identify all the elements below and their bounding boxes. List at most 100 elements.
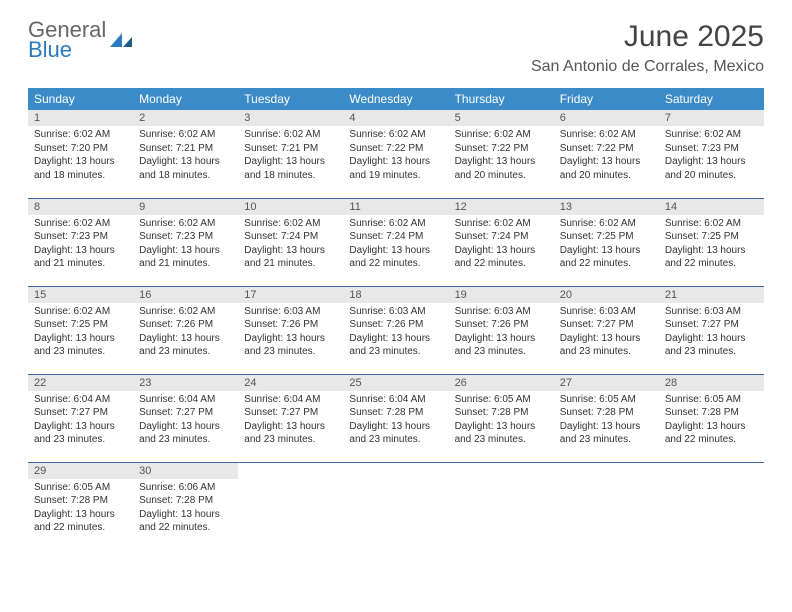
day-details: Sunrise: 6:03 AMSunset: 7:27 PMDaylight:… xyxy=(659,303,764,365)
sunset-line: Sunset: 7:28 PM xyxy=(34,494,127,508)
day-number: 7 xyxy=(659,110,764,126)
day-number: 29 xyxy=(28,463,133,479)
brand-logo: General Blue xyxy=(28,20,134,60)
day-number: 23 xyxy=(133,375,238,391)
calendar-cell: 1Sunrise: 6:02 AMSunset: 7:20 PMDaylight… xyxy=(28,110,133,198)
daylight-line: Daylight: 13 hours and 20 minutes. xyxy=(560,155,653,182)
sunrise-line: Sunrise: 6:02 AM xyxy=(455,217,548,231)
header: General Blue June 2025 San Antonio de Co… xyxy=(28,20,764,76)
sunrise-line: Sunrise: 6:05 AM xyxy=(34,481,127,495)
daylight-line: Daylight: 13 hours and 21 minutes. xyxy=(139,244,232,271)
daylight-line: Daylight: 13 hours and 23 minutes. xyxy=(244,332,337,359)
calendar-cell: 21Sunrise: 6:03 AMSunset: 7:27 PMDayligh… xyxy=(659,286,764,374)
day-details: Sunrise: 6:05 AMSunset: 7:28 PMDaylight:… xyxy=(28,479,133,541)
calendar-cell: 13Sunrise: 6:02 AMSunset: 7:25 PMDayligh… xyxy=(554,198,659,286)
sunrise-line: Sunrise: 6:06 AM xyxy=(139,481,232,495)
day-number: 9 xyxy=(133,199,238,215)
calendar-week-row: 8Sunrise: 6:02 AMSunset: 7:23 PMDaylight… xyxy=(28,198,764,286)
sunset-line: Sunset: 7:24 PM xyxy=(455,230,548,244)
day-details: Sunrise: 6:04 AMSunset: 7:27 PMDaylight:… xyxy=(238,391,343,453)
calendar-week-row: 15Sunrise: 6:02 AMSunset: 7:25 PMDayligh… xyxy=(28,286,764,374)
sunset-line: Sunset: 7:28 PM xyxy=(455,406,548,420)
calendar-cell: 18Sunrise: 6:03 AMSunset: 7:26 PMDayligh… xyxy=(343,286,448,374)
sunset-line: Sunset: 7:28 PM xyxy=(665,406,758,420)
sunrise-line: Sunrise: 6:02 AM xyxy=(349,128,442,142)
day-number: 21 xyxy=(659,287,764,303)
sunset-line: Sunset: 7:22 PM xyxy=(349,142,442,156)
daylight-line: Daylight: 13 hours and 22 minutes. xyxy=(665,244,758,271)
sunset-line: Sunset: 7:28 PM xyxy=(349,406,442,420)
calendar-week-row: 1Sunrise: 6:02 AMSunset: 7:20 PMDaylight… xyxy=(28,110,764,198)
sunrise-line: Sunrise: 6:03 AM xyxy=(560,305,653,319)
day-number: 27 xyxy=(554,375,659,391)
calendar-cell: 11Sunrise: 6:02 AMSunset: 7:24 PMDayligh… xyxy=(343,198,448,286)
calendar-cell xyxy=(449,462,554,550)
month-title: June 2025 xyxy=(531,20,764,54)
calendar-cell: 9 Sunrise: 6:02 AMSunset: 7:23 PMDaylight… xyxy=(133,198,238,286)
sunrise-line: Sunrise: 6:02 AM xyxy=(139,217,232,231)
day-details: Sunrise: 6:05 AMSunset: 7:28 PMDaylight:… xyxy=(554,391,659,453)
weekday-header: Wednesday xyxy=(343,88,448,110)
title-block: June 2025 San Antonio de Corrales, Mexic… xyxy=(531,20,764,76)
sunset-line: Sunset: 7:25 PM xyxy=(560,230,653,244)
day-details: Sunrise: 6:05 AMSunset: 7:28 PMDaylight:… xyxy=(449,391,554,453)
brand-sail-icon xyxy=(108,31,134,49)
daylight-line: Daylight: 13 hours and 21 minutes. xyxy=(34,244,127,271)
calendar-cell: 14Sunrise: 6:02 AMSunset: 7:25 PMDayligh… xyxy=(659,198,764,286)
daylight-line: Daylight: 13 hours and 22 minutes. xyxy=(665,420,758,447)
daylight-line: Daylight: 13 hours and 18 minutes. xyxy=(34,155,127,182)
weekday-header: Tuesday xyxy=(238,88,343,110)
sunrise-line: Sunrise: 6:02 AM xyxy=(34,217,127,231)
day-number: 26 xyxy=(449,375,554,391)
daylight-line: Daylight: 13 hours and 22 minutes. xyxy=(455,244,548,271)
sunrise-line: Sunrise: 6:04 AM xyxy=(244,393,337,407)
calendar-cell: 24Sunrise: 6:04 AMSunset: 7:27 PMDayligh… xyxy=(238,374,343,462)
day-number: 10 xyxy=(238,199,343,215)
sunrise-line: Sunrise: 6:02 AM xyxy=(244,217,337,231)
location-subtitle: San Antonio de Corrales, Mexico xyxy=(531,58,764,76)
calendar-cell: 5Sunrise: 6:02 AMSunset: 7:22 PMDaylight… xyxy=(449,110,554,198)
daylight-line: Daylight: 13 hours and 23 minutes. xyxy=(139,332,232,359)
weekday-header: Thursday xyxy=(449,88,554,110)
calendar-cell: 30Sunrise: 6:06 AMSunset: 7:28 PMDayligh… xyxy=(133,462,238,550)
sunset-line: Sunset: 7:22 PM xyxy=(455,142,548,156)
sunset-line: Sunset: 7:22 PM xyxy=(560,142,653,156)
day-details: Sunrise: 6:02 AMSunset: 7:24 PMDaylight:… xyxy=(238,215,343,277)
day-number: 30 xyxy=(133,463,238,479)
day-details: Sunrise: 6:05 AMSunset: 7:28 PMDaylight:… xyxy=(659,391,764,453)
sunset-line: Sunset: 7:26 PM xyxy=(349,318,442,332)
daylight-line: Daylight: 13 hours and 23 minutes. xyxy=(139,420,232,447)
sunset-line: Sunset: 7:23 PM xyxy=(139,230,232,244)
daylight-line: Daylight: 13 hours and 22 minutes. xyxy=(139,508,232,535)
sunrise-line: Sunrise: 6:02 AM xyxy=(455,128,548,142)
calendar-table: Sunday Monday Tuesday Wednesday Thursday… xyxy=(28,88,764,550)
daylight-line: Daylight: 13 hours and 23 minutes. xyxy=(34,332,127,359)
day-details: Sunrise: 6:06 AMSunset: 7:28 PMDaylight:… xyxy=(133,479,238,541)
day-details: Sunrise: 6:03 AMSunset: 7:26 PMDaylight:… xyxy=(449,303,554,365)
sunrise-line: Sunrise: 6:05 AM xyxy=(455,393,548,407)
day-number: 6 xyxy=(554,110,659,126)
daylight-line: Daylight: 13 hours and 23 minutes. xyxy=(349,420,442,447)
day-number: 19 xyxy=(449,287,554,303)
day-number: 12 xyxy=(449,199,554,215)
weekday-header-row: Sunday Monday Tuesday Wednesday Thursday… xyxy=(28,88,764,110)
calendar-week-row: 29Sunrise: 6:05 AMSunset: 7:28 PMDayligh… xyxy=(28,462,764,550)
sunset-line: Sunset: 7:28 PM xyxy=(560,406,653,420)
calendar-cell xyxy=(554,462,659,550)
calendar-cell: 12 Sunrise: 6:02 AMSunset: 7:24 PMDayligh… xyxy=(449,198,554,286)
sunset-line: Sunset: 7:26 PM xyxy=(244,318,337,332)
daylight-line: Daylight: 13 hours and 23 minutes. xyxy=(560,420,653,447)
sunset-line: Sunset: 7:27 PM xyxy=(560,318,653,332)
day-number: 16 xyxy=(133,287,238,303)
daylight-line: Daylight: 13 hours and 23 minutes. xyxy=(455,420,548,447)
calendar-cell: 28Sunrise: 6:05 AMSunset: 7:28 PMDayligh… xyxy=(659,374,764,462)
day-number: 18 xyxy=(343,287,448,303)
weekday-header: Saturday xyxy=(659,88,764,110)
sunset-line: Sunset: 7:26 PM xyxy=(139,318,232,332)
day-details: Sunrise: 6:03 AMSunset: 7:27 PMDaylight:… xyxy=(554,303,659,365)
sunset-line: Sunset: 7:20 PM xyxy=(34,142,127,156)
daylight-line: Daylight: 13 hours and 23 minutes. xyxy=(560,332,653,359)
sunrise-line: Sunrise: 6:02 AM xyxy=(665,128,758,142)
sunset-line: Sunset: 7:27 PM xyxy=(665,318,758,332)
daylight-line: Daylight: 13 hours and 23 minutes. xyxy=(244,420,337,447)
